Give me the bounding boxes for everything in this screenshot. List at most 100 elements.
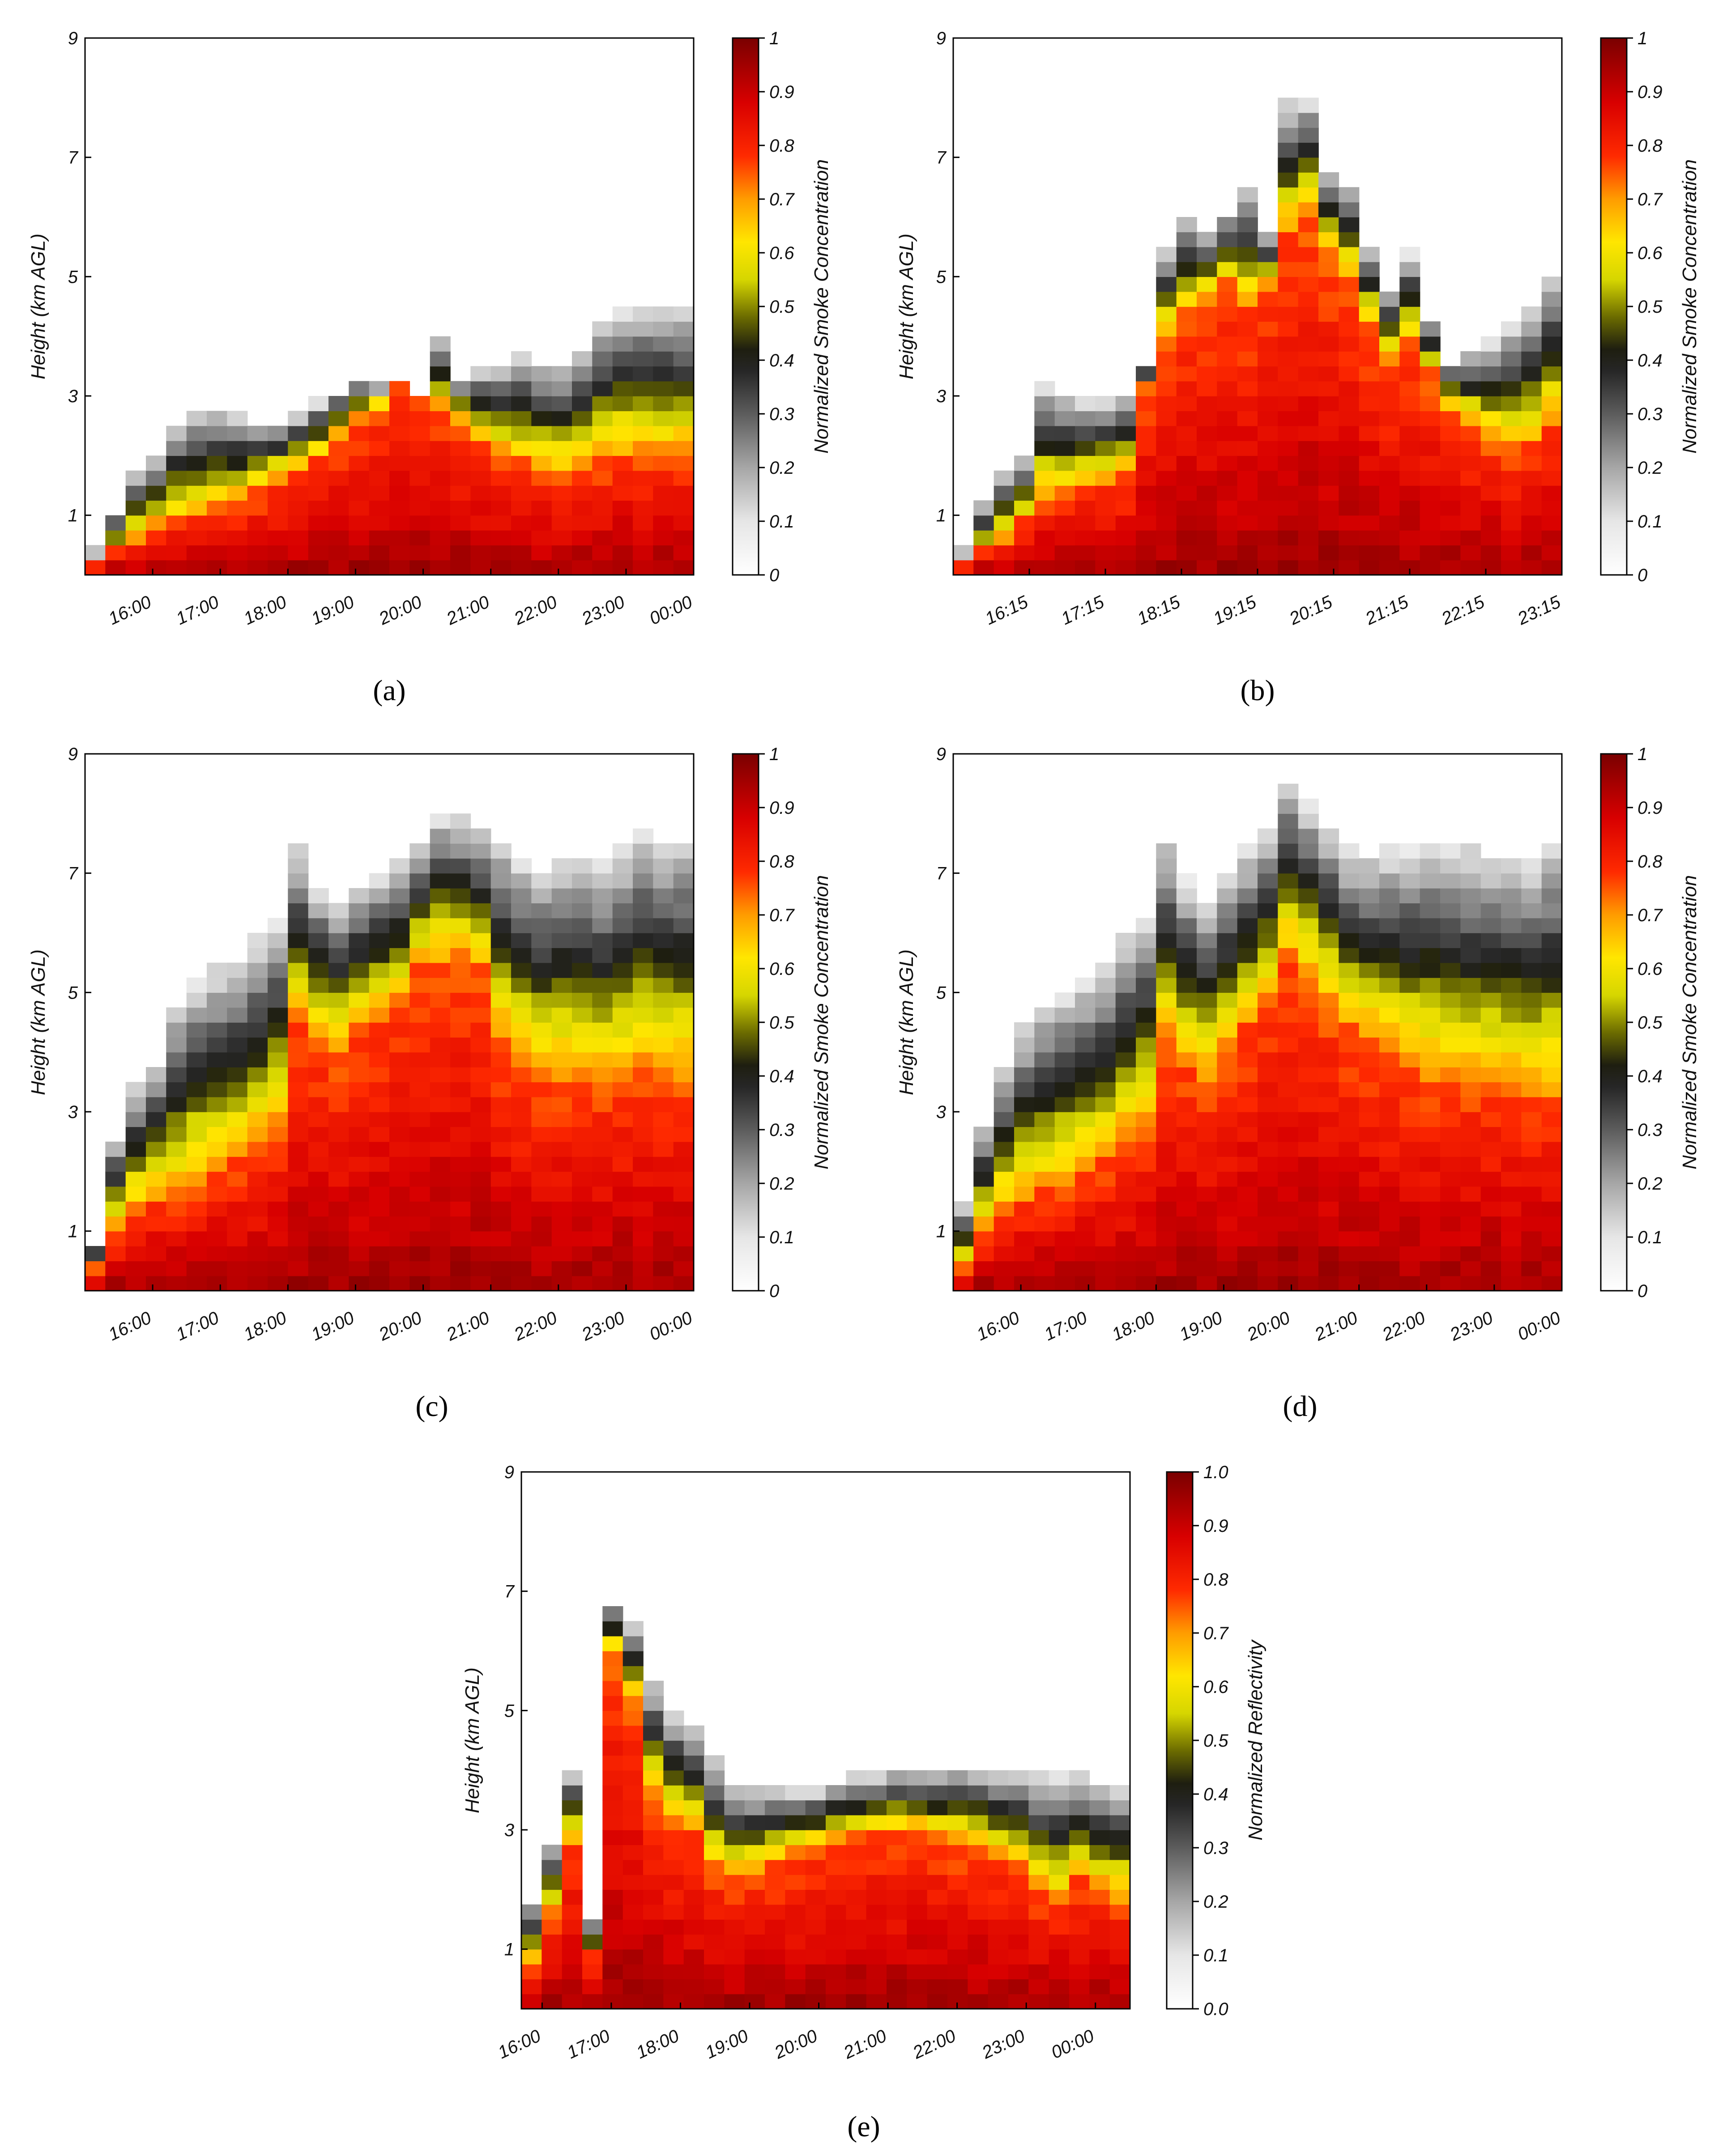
heatmap-cell-b	[1359, 560, 1380, 575]
heatmap-cell-c	[511, 903, 532, 919]
heatmap-cell-b	[1379, 411, 1400, 426]
heatmap-cell-d	[1339, 1276, 1360, 1291]
heatmap-cell-a	[227, 441, 248, 456]
y-tick-label-e: 7	[504, 1582, 515, 1602]
heatmap-cell-c	[633, 1037, 654, 1053]
heatmap-cell-c	[430, 813, 451, 829]
heatmap-cell-b	[1298, 396, 1319, 412]
heatmap-cell-d	[1136, 1231, 1157, 1246]
heatmap-cell-c	[592, 1097, 613, 1112]
heatmap-cell-e	[988, 1964, 1009, 1980]
heatmap-cell-a	[612, 530, 633, 546]
heatmap-cell-b	[1379, 500, 1400, 516]
heatmap-cell-d	[1359, 1022, 1380, 1038]
heatmap-cell-a	[146, 470, 167, 486]
heatmap-cell-d	[1420, 962, 1441, 978]
heatmap-cell-a	[592, 351, 613, 367]
heatmap-cell-c	[572, 888, 593, 904]
colorbar-tick-label-a: 0.9	[769, 82, 794, 102]
heatmap-cell-c	[146, 1157, 167, 1172]
heatmap-cell-d	[1541, 1022, 1562, 1038]
heatmap-cell-c	[633, 962, 654, 978]
heatmap-cell-e	[602, 1666, 623, 1681]
heatmap-cell-a	[369, 470, 390, 486]
heatmap-cell-d	[1258, 1157, 1279, 1172]
heatmap-cell-c	[592, 1231, 613, 1246]
heatmap-cell-c	[227, 1276, 248, 1291]
heatmap-cell-d	[1258, 1037, 1279, 1053]
heatmap-cell-d	[1034, 1246, 1055, 1262]
heatmap-cell-e	[663, 1815, 684, 1830]
heatmap-cell-c	[247, 1007, 268, 1023]
heatmap-cell-d	[1237, 978, 1258, 993]
heatmap-cell-c	[369, 873, 390, 889]
heatmap-cell-d	[1541, 1052, 1562, 1067]
heatmap-cell-b	[1176, 411, 1197, 426]
heatmap-cell-e	[805, 1800, 826, 1816]
heatmap-cell-d	[1095, 1067, 1116, 1083]
heatmap-cell-c	[470, 1186, 491, 1202]
heatmap-cell-d	[973, 1171, 994, 1187]
heatmap-cell-d	[1359, 918, 1380, 933]
heatmap-cell-e	[826, 1904, 847, 1920]
heatmap-cell-d	[1541, 903, 1562, 919]
heatmap-cell-d	[1399, 1201, 1420, 1217]
heatmap-cell-a	[531, 470, 552, 486]
heatmap-cell-a	[389, 455, 410, 471]
heatmap-cell-d	[1298, 1216, 1319, 1232]
heatmap-cell-c	[409, 1022, 431, 1038]
heatmap-cell-c	[470, 1037, 491, 1053]
heatmap-cell-b	[1156, 336, 1177, 352]
heatmap-cell-b	[1339, 485, 1360, 501]
heatmap-cell-b	[1176, 291, 1197, 307]
heatmap-cell-e	[846, 1964, 867, 1980]
heatmap-cell-b	[1115, 515, 1136, 531]
heatmap-cell-b	[1480, 336, 1501, 352]
heatmap-cell-d	[1197, 933, 1218, 948]
heatmap-cell-b	[1318, 560, 1339, 575]
heatmap-cell-a	[430, 530, 451, 546]
heatmap-cell-b	[1176, 306, 1197, 322]
heatmap-cell-c	[268, 1186, 289, 1202]
heatmap-cell-b	[1014, 545, 1035, 561]
heatmap-cell-c	[490, 1127, 512, 1142]
plot-frame-a	[84, 37, 695, 576]
heatmap-cell-d	[1197, 1127, 1218, 1142]
heatmap-cell-b	[1054, 515, 1075, 531]
heatmap-cell-d	[1278, 1007, 1299, 1023]
heatmap-cell-d	[1521, 1007, 1542, 1023]
heatmap-cell-c	[450, 1157, 471, 1172]
heatmap-cell-e	[724, 1919, 745, 1935]
heatmap-cell-a	[592, 441, 613, 456]
heatmap-cell-c	[490, 1231, 512, 1246]
heatmap-cell-a	[633, 321, 654, 337]
heatmap-cell-c	[572, 1216, 593, 1232]
heatmap-cell-e	[1028, 1875, 1049, 1890]
heatmap-cell-d	[1521, 1246, 1542, 1262]
heatmap-cell-c	[531, 1007, 552, 1023]
heatmap-cell-c	[511, 918, 532, 933]
heatmap-cell-c	[186, 1186, 207, 1202]
heatmap-cell-c	[572, 1246, 593, 1262]
heatmap-cell-a	[166, 441, 187, 456]
heatmap-cell-c	[207, 1276, 228, 1291]
heatmap-cell-b	[1399, 515, 1420, 531]
heatmap-cell-a	[511, 545, 532, 561]
heatmap-cell-d	[1054, 1141, 1075, 1157]
y-tick-label-a: 3	[68, 387, 78, 406]
colorbar-a	[732, 37, 759, 576]
heatmap-cell-e	[744, 1979, 765, 1994]
heatmap-cell-e	[988, 1785, 1009, 1801]
heatmap-cell-e	[1089, 1800, 1110, 1816]
heatmap-cell-a	[389, 381, 410, 396]
heatmap-cell-d	[1298, 978, 1319, 993]
heatmap-e	[521, 1606, 1130, 2009]
x-tick-label-d: 17:00	[1041, 1308, 1090, 1344]
heatmap-cell-d	[1278, 1067, 1299, 1083]
heatmap-cell-d	[1278, 858, 1299, 874]
heatmap-cell-e	[582, 1949, 603, 1965]
heatmap-cell-a	[653, 351, 674, 367]
heatmap-cell-d	[1176, 992, 1197, 1008]
heatmap-cell-c	[551, 962, 572, 978]
heatmap-cell-b	[1379, 381, 1400, 396]
